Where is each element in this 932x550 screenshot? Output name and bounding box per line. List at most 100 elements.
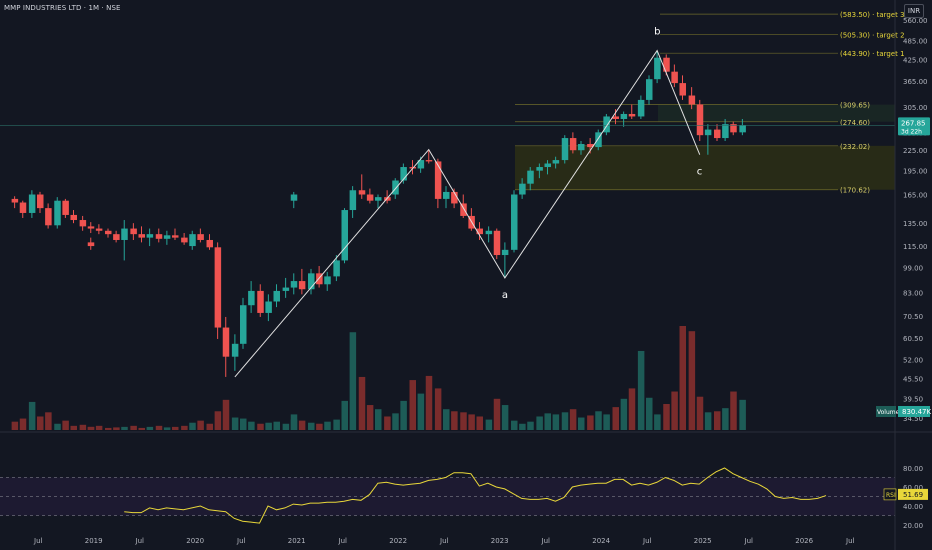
rsi-line (124, 467, 827, 524)
volume-bar (95, 425, 103, 430)
time-tick: 2022 (389, 537, 407, 545)
price-tick: 225.00 (903, 147, 928, 155)
time-tick: Jul (744, 537, 754, 545)
time-tick: Jul (541, 537, 551, 545)
volume-bar (646, 397, 653, 430)
volume-legend-value: 830.47K (902, 408, 931, 416)
volume-bar (485, 419, 493, 430)
volume-bar (265, 422, 272, 430)
volume-bar (273, 421, 280, 430)
candle-body (214, 247, 222, 328)
candle-body (511, 194, 518, 250)
time-tick: Jul (845, 537, 855, 545)
volume-bar (577, 417, 585, 430)
candle-body (739, 125, 746, 133)
time-tick: 2021 (288, 537, 306, 545)
candle-body (654, 57, 661, 80)
price-tick: 115.00 (903, 243, 928, 251)
volume-bar (400, 400, 407, 430)
volume-bar (206, 423, 214, 430)
candle-body (54, 200, 61, 226)
volume-bar (425, 375, 433, 430)
last-price-countdown: 3d 22h (901, 128, 922, 135)
volume-bar (561, 412, 569, 430)
candle-body (671, 71, 678, 84)
candle-body (19, 202, 27, 213)
time-tick: Jul (33, 537, 43, 545)
candle-body (620, 113, 628, 119)
volume-bar (739, 399, 746, 430)
candle-body (366, 194, 374, 201)
candle-body (282, 287, 290, 291)
candle-body (231, 343, 239, 357)
candle-body (493, 230, 501, 256)
time-tick: 2023 (491, 537, 509, 545)
volume-bar (587, 415, 594, 430)
rsi-legend-value: 51.69 (903, 491, 923, 499)
volume-bar (663, 404, 670, 430)
price-tick: 425.00 (903, 56, 928, 64)
volume-bar (19, 418, 27, 430)
candle-body (121, 228, 128, 240)
rsi-tick: 20.00 (903, 522, 923, 530)
wave-pattern: a b c (234, 27, 702, 378)
volume-bar (628, 388, 636, 430)
candle-body (181, 237, 188, 243)
candle-body (87, 226, 95, 229)
price-tick: 560.00 (903, 17, 928, 25)
candle-body (298, 281, 306, 290)
candle-body (257, 290, 264, 313)
time-tick: 2020 (186, 537, 204, 545)
candle-body (37, 194, 44, 209)
volume-bar (146, 426, 154, 430)
volume-bar (138, 427, 145, 430)
volume-bar (612, 407, 620, 430)
volume-bar (37, 416, 44, 430)
volume-bar (501, 405, 509, 430)
time-tick: Jul (439, 537, 449, 545)
time-tick: 2019 (85, 537, 103, 545)
candle-body (95, 228, 103, 231)
candle-body (265, 301, 272, 313)
volume-bar (679, 326, 686, 430)
candle-body (222, 327, 230, 357)
volume-bar (282, 423, 290, 430)
price-tick: 34.50 (903, 415, 923, 423)
volume-bar (384, 416, 391, 430)
volume-bar (443, 409, 450, 430)
volume-bar (654, 414, 661, 430)
volume-bar (603, 414, 610, 430)
price-tick: 52.00 (903, 356, 923, 364)
time-tick: Jul (338, 537, 348, 545)
volume-bar (714, 411, 721, 430)
last-price-value: 267.85 (901, 119, 926, 127)
volume-bar (392, 413, 399, 430)
volume-bar (349, 332, 357, 430)
volume-bar (155, 425, 163, 430)
level-label: (309.65) (840, 102, 870, 110)
level-label: (170.62) (840, 187, 870, 195)
volume-bar (11, 421, 19, 430)
candle-body (240, 305, 247, 344)
currency-button[interactable]: INR (904, 4, 924, 18)
volume-bar (341, 400, 348, 430)
rsi-tick: 40.00 (903, 503, 923, 511)
wave-line (234, 49, 701, 378)
candle-body (341, 210, 348, 261)
candle-body (646, 79, 653, 100)
candle-body (485, 230, 493, 235)
candle-body (679, 83, 686, 96)
candle-body (384, 197, 391, 201)
candle-body (476, 228, 483, 235)
time-tick: 2024 (592, 537, 610, 545)
rsi-tick: 60.00 (903, 484, 923, 492)
volume-bar (374, 409, 382, 430)
candle-body (628, 113, 636, 117)
volume-pane (11, 326, 746, 430)
price-tick: 135.00 (903, 220, 928, 228)
candle-body (434, 161, 442, 199)
candle-body (577, 144, 585, 151)
candle-body (248, 290, 255, 306)
